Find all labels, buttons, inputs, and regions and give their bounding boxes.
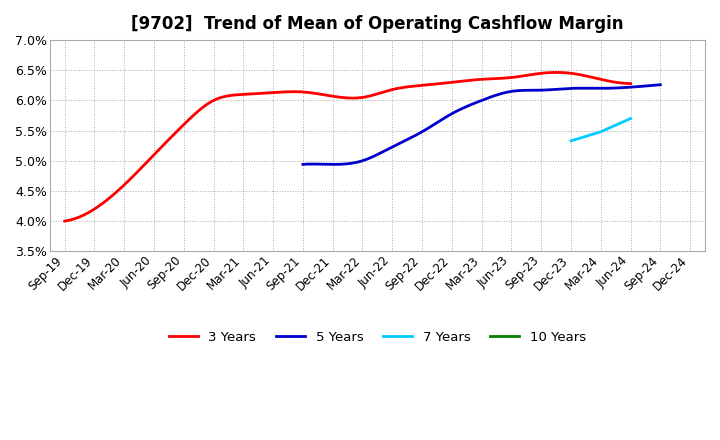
3 Years [395, 85, 404, 91]
7 Years [567, 138, 575, 143]
3 Years [537, 70, 546, 76]
5 Years [330, 162, 338, 167]
5 Years [518, 88, 527, 93]
Legend: 3 Years, 5 Years, 7 Years, 10 Years: 3 Years, 5 Years, 7 Years, 10 Years [163, 326, 591, 349]
3 Years [575, 72, 584, 77]
5 Years [513, 88, 521, 93]
5 Years [300, 161, 308, 167]
3 Years [407, 84, 415, 89]
3 Years [626, 81, 635, 86]
Line: 3 Years: 3 Years [65, 73, 631, 221]
Title: [9702]  Trend of Mean of Operating Cashflow Margin: [9702] Trend of Mean of Operating Cashfl… [131, 15, 624, 33]
5 Years [624, 84, 632, 90]
Line: 7 Years: 7 Years [571, 118, 631, 141]
3 Years [397, 85, 406, 90]
5 Years [511, 88, 520, 93]
5 Years [299, 162, 307, 167]
3 Years [62, 218, 71, 224]
5 Years [656, 82, 665, 88]
3 Years [60, 218, 69, 224]
Line: 5 Years: 5 Years [303, 85, 660, 165]
5 Years [601, 86, 610, 91]
7 Years [596, 129, 605, 135]
7 Years [626, 116, 635, 121]
3 Years [552, 70, 561, 75]
